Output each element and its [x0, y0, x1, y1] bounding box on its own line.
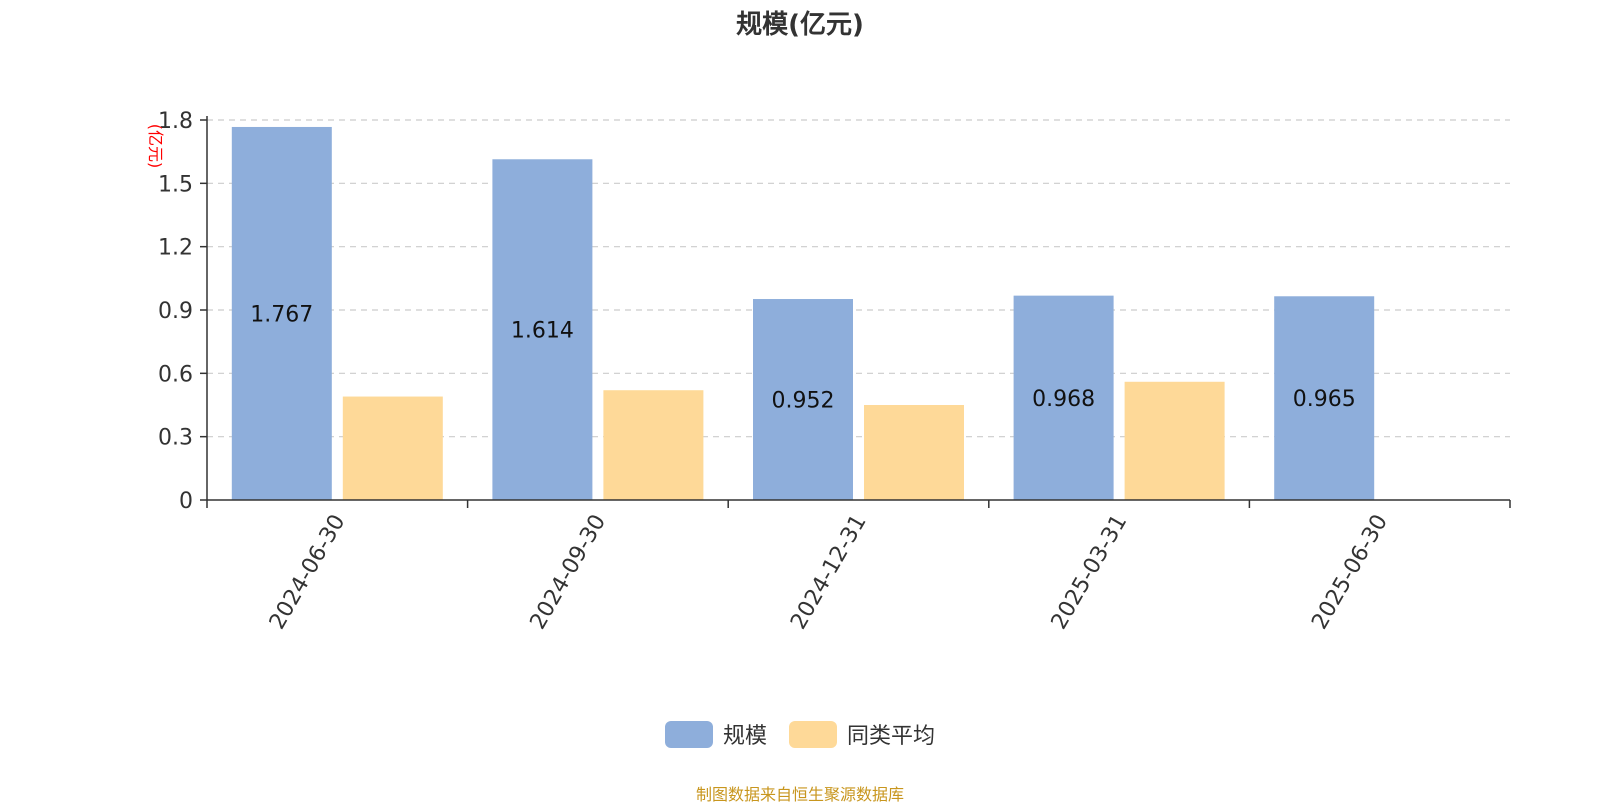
- bar-peer-average: [603, 390, 704, 500]
- bar-scale: [231, 126, 332, 500]
- y-tick-label: 0: [179, 489, 193, 514]
- data-label: 1.614: [511, 319, 574, 344]
- bar-peer-average: [342, 396, 443, 500]
- bar-peer-average: [1124, 381, 1225, 500]
- source-note: 制图数据来自恒生聚源数据库: [695, 785, 904, 804]
- legend-label-peer-average: 同类平均: [847, 724, 936, 749]
- y-axis-label: (亿元): [146, 124, 165, 169]
- x-tick-label: 2024-09-30: [526, 511, 612, 634]
- grid-lines: [207, 119, 1510, 438]
- bars: [231, 126, 1375, 500]
- chart-title: 规模(亿元): [736, 10, 864, 40]
- legend: 规模 同类平均: [0, 718, 1600, 750]
- data-labels: 1.767 1.614 0.952 0.968 0.965: [250, 302, 1355, 413]
- x-tick-label: 2024-12-31: [786, 511, 872, 634]
- bar-peer-average: [864, 405, 964, 500]
- y-tick-label: 1.8: [158, 109, 193, 134]
- y-tick-label: 1.5: [158, 172, 193, 197]
- data-label: 1.767: [250, 302, 313, 327]
- legend-swatch-scale: [664, 720, 713, 748]
- x-tick-label: 2025-03-31: [1047, 511, 1133, 634]
- legend-label-scale: 规模: [722, 724, 767, 749]
- legend-item-peer-average[interactable]: 同类平均: [789, 718, 935, 750]
- bar-scale: [1013, 295, 1114, 500]
- x-tick-label: 2024-06-30: [265, 511, 351, 634]
- data-label: 0.968: [1032, 387, 1095, 412]
- data-label: 0.965: [1293, 387, 1356, 412]
- y-tick-label: 0.9: [158, 299, 193, 324]
- bar-scale: [1274, 296, 1375, 500]
- y-tick-label: 1.2: [158, 236, 193, 261]
- legend-swatch-peer-average: [789, 720, 837, 748]
- bar-scale: [492, 159, 593, 500]
- legend-item-scale[interactable]: 规模: [664, 718, 767, 750]
- y-tick-label: 0.3: [158, 426, 193, 451]
- data-label: 0.952: [772, 389, 835, 414]
- x-tick-label: 2025-06-30: [1307, 511, 1393, 634]
- y-tick-label: 0.6: [158, 362, 193, 387]
- bar-scale: [753, 299, 853, 500]
